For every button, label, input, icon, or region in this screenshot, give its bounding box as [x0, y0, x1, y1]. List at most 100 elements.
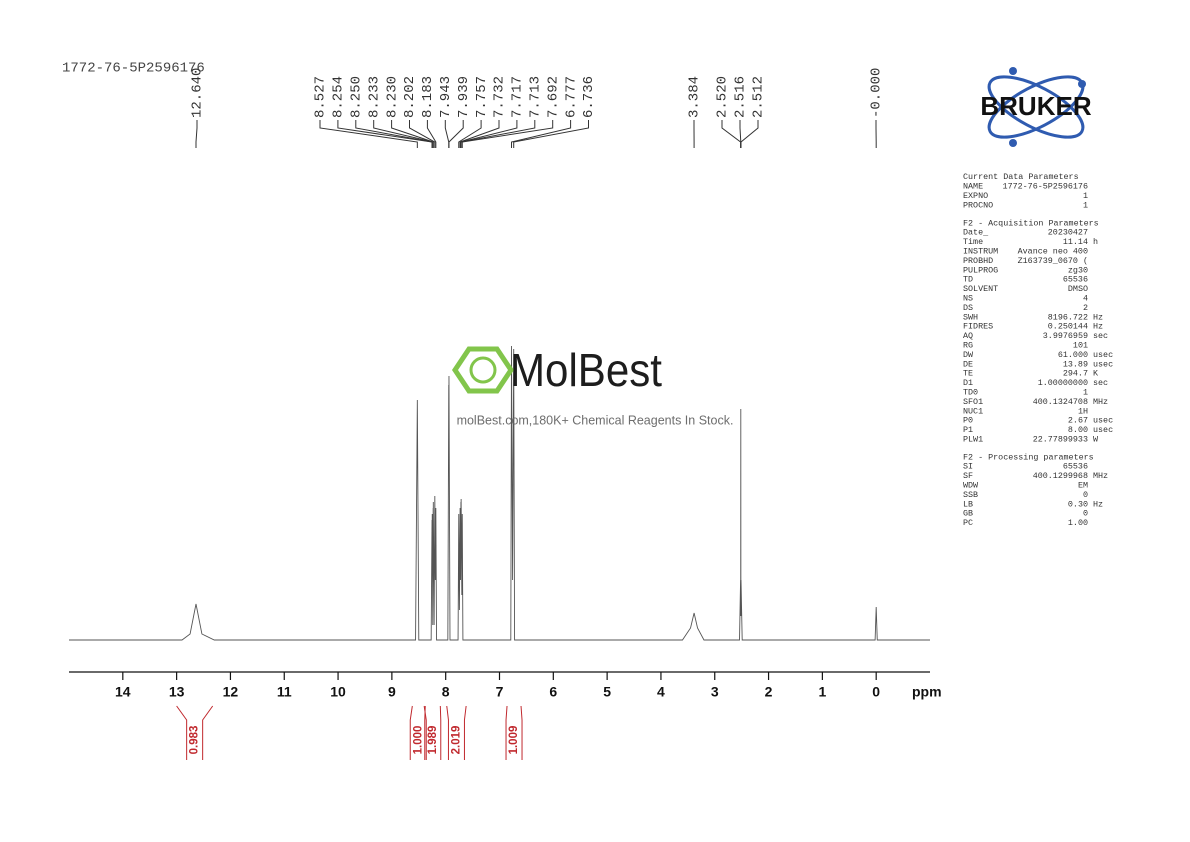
parameter-key: SF: [963, 471, 973, 481]
peak-connector: [195, 120, 198, 148]
parameter-value: 3.9976959: [1043, 331, 1088, 341]
integral-bracket: [446, 705, 467, 760]
logo-dot: [1009, 139, 1017, 147]
x-tick-label: 4: [657, 684, 665, 700]
integral-label: 2.019: [450, 726, 462, 755]
peak-connector: [391, 120, 434, 148]
parameter-key: SI: [963, 462, 973, 472]
peak-connector: [458, 120, 482, 148]
parameter-key: PLW1: [963, 434, 983, 444]
x-axis-label: ppm: [912, 684, 942, 700]
x-tick-label: 5: [603, 684, 611, 700]
parameter-heading: F2 - Processing parameters: [963, 452, 1094, 462]
parameter-unit: sec: [1093, 331, 1108, 341]
parameter-key: PROBHD: [963, 256, 993, 266]
watermark-brand: MolBest: [510, 344, 662, 396]
parameter-key: SSB: [963, 490, 978, 500]
parameter-value: 1.00000000: [1038, 378, 1088, 388]
peak-connector: [460, 120, 518, 148]
peak-label: 8.527: [313, 76, 329, 118]
peak-label: 2.516: [733, 76, 749, 118]
peak-connector: [337, 120, 433, 148]
peak-label: 8.254: [331, 76, 347, 118]
peak-connector: [461, 120, 554, 148]
chart-title: 1772-76-5P2596176: [62, 61, 205, 77]
parameter-key: NS: [963, 293, 973, 303]
parameter-value: 13.89: [1063, 359, 1088, 369]
x-tick-label: 2: [765, 684, 773, 700]
integral-bracket: [176, 705, 214, 760]
peak-connector: [448, 120, 464, 148]
peak-label: 7.692: [545, 76, 561, 118]
peak-label: 7.717: [510, 76, 526, 118]
parameter-value: 2: [1083, 303, 1088, 313]
parameter-value: 0.30: [1068, 499, 1088, 509]
x-tick-label: 14: [115, 684, 131, 700]
parameter-value: 1772-76-5P2596176: [1003, 182, 1088, 192]
peak-connector: [409, 120, 436, 148]
x-tick-label: 12: [223, 684, 239, 700]
parameter-value: EM: [1078, 481, 1088, 491]
parameter-value: Avance neo 400: [1018, 246, 1088, 256]
x-tick-label: 0: [872, 684, 880, 700]
parameter-value: 2.67: [1068, 416, 1088, 426]
parameter-key: SWH: [963, 312, 978, 322]
peak-label: 7.939: [456, 76, 472, 118]
parameter-unit: MHz: [1093, 397, 1108, 407]
parameter-value: 8.00: [1068, 425, 1088, 435]
peak-label: 8.183: [420, 76, 436, 118]
x-tick-label: 3: [711, 684, 719, 700]
peak-connector: [355, 120, 433, 148]
parameter-key: PROCNO: [963, 200, 993, 210]
peak-connector: [373, 120, 434, 148]
x-tick-label: 13: [169, 684, 185, 700]
parameter-unit: usec: [1093, 425, 1113, 435]
logo-orbit: [987, 75, 1085, 139]
parameter-value: 61.000: [1058, 350, 1088, 360]
parameter-key: TD: [963, 275, 973, 285]
watermark-hexagon: [451, 346, 515, 394]
parameter-unit: sec: [1093, 378, 1108, 388]
peak-connector: [460, 120, 536, 148]
parameter-key: FIDRES: [963, 322, 993, 332]
peak-label: 6.777: [563, 76, 579, 118]
watermark-ring: [469, 356, 497, 384]
parameter-value: 65536: [1063, 462, 1088, 472]
parameter-key: D1: [963, 378, 973, 388]
parameter-value: 1: [1083, 191, 1088, 201]
logo-dot: [1078, 80, 1086, 88]
parameter-key: Time: [963, 237, 983, 247]
parameter-value: 1: [1083, 387, 1088, 397]
parameter-key: SOLVENT: [963, 284, 998, 294]
logo-dot: [1009, 67, 1017, 75]
integral-label: 0.983: [189, 726, 201, 755]
parameter-value: Z163739_0670 (: [1018, 256, 1088, 266]
parameter-key: Date_: [963, 228, 989, 238]
x-tick-label: 8: [442, 684, 450, 700]
parameter-unit: Hz: [1093, 322, 1103, 332]
parameter-value: 1H: [1078, 406, 1088, 416]
watermark: MolBest molBest.com,180K+ Chemical Reagen…: [451, 344, 733, 427]
parameter-value: 0: [1083, 490, 1088, 500]
peak-label: 7.732: [492, 76, 508, 118]
parameter-value: 400.1324708: [1033, 397, 1088, 407]
parameter-value: 22.77899933: [1033, 434, 1088, 444]
parameter-key: EXPNO: [963, 191, 988, 201]
parameter-value: 11.14: [1063, 237, 1088, 247]
peak-label: 8.202: [402, 76, 418, 118]
parameter-unit: W: [1093, 434, 1099, 444]
parameter-unit: Hz: [1093, 499, 1103, 509]
parameter-value: 0.250144: [1048, 322, 1088, 332]
parameter-heading: F2 - Acquisition Parameters: [963, 218, 1099, 228]
peak-label: 8.233: [366, 76, 382, 118]
parameter-key: WDW: [963, 481, 979, 491]
peak-connector: [426, 120, 437, 148]
peak-label: 6.736: [581, 76, 597, 118]
parameter-value: 8196.722: [1048, 312, 1088, 322]
parameter-heading: Current Data Parameters: [963, 172, 1079, 182]
bruker-logo: BRUKER: [980, 67, 1092, 147]
parameter-key: GB: [963, 509, 973, 519]
integral-label: 1.009: [508, 726, 520, 755]
peak-label: 8.250: [349, 76, 365, 118]
